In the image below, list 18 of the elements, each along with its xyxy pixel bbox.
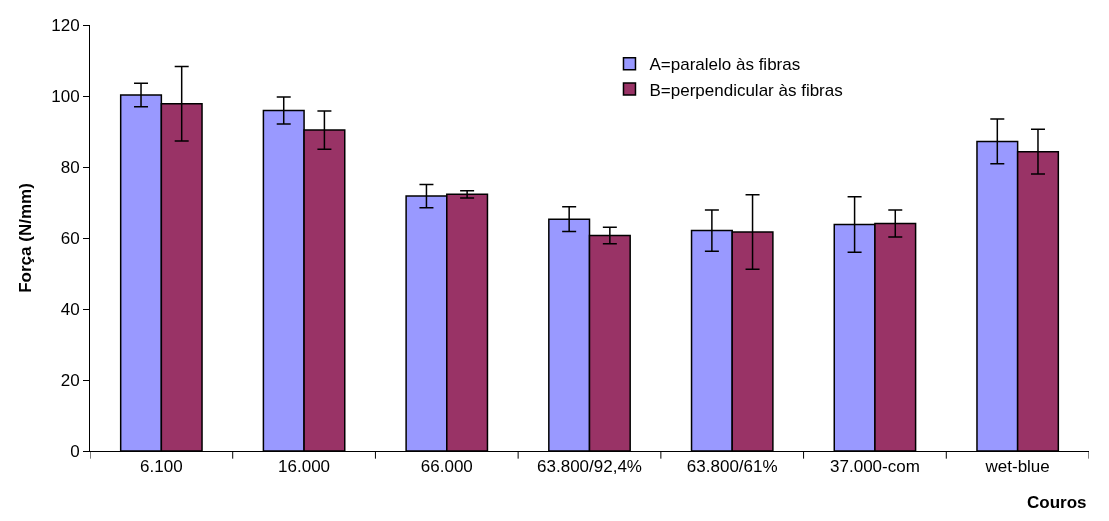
y-tick-label: 20 [60,370,80,390]
y-tick-label: 120 [51,15,80,35]
x-axis-title: Couros [1027,493,1087,512]
legend-label: B=perpendicular às fibras [649,80,843,100]
x-tick-label: 6.100 [140,457,183,477]
x-tick-label: 63.800/92,4% [537,457,642,477]
y-tick-label: 0 [70,441,80,461]
y-tick-label: 60 [60,228,80,248]
x-tick-label: 37.000-com [830,457,920,477]
x-tick-label: 66.000 [420,457,473,477]
y-tick-label: 80 [60,157,80,177]
y-tick-label: 40 [60,299,80,319]
x-tick-label: wet-blue [984,457,1050,477]
x-tick-label: 63.800/61% [686,457,778,477]
x-tick-label: 16.000 [278,457,331,477]
legend-label: A=paralelo às fibras [649,55,801,75]
y-tick-label: 100 [51,86,80,106]
y-axis-title: Força (N/mm) [15,183,35,293]
